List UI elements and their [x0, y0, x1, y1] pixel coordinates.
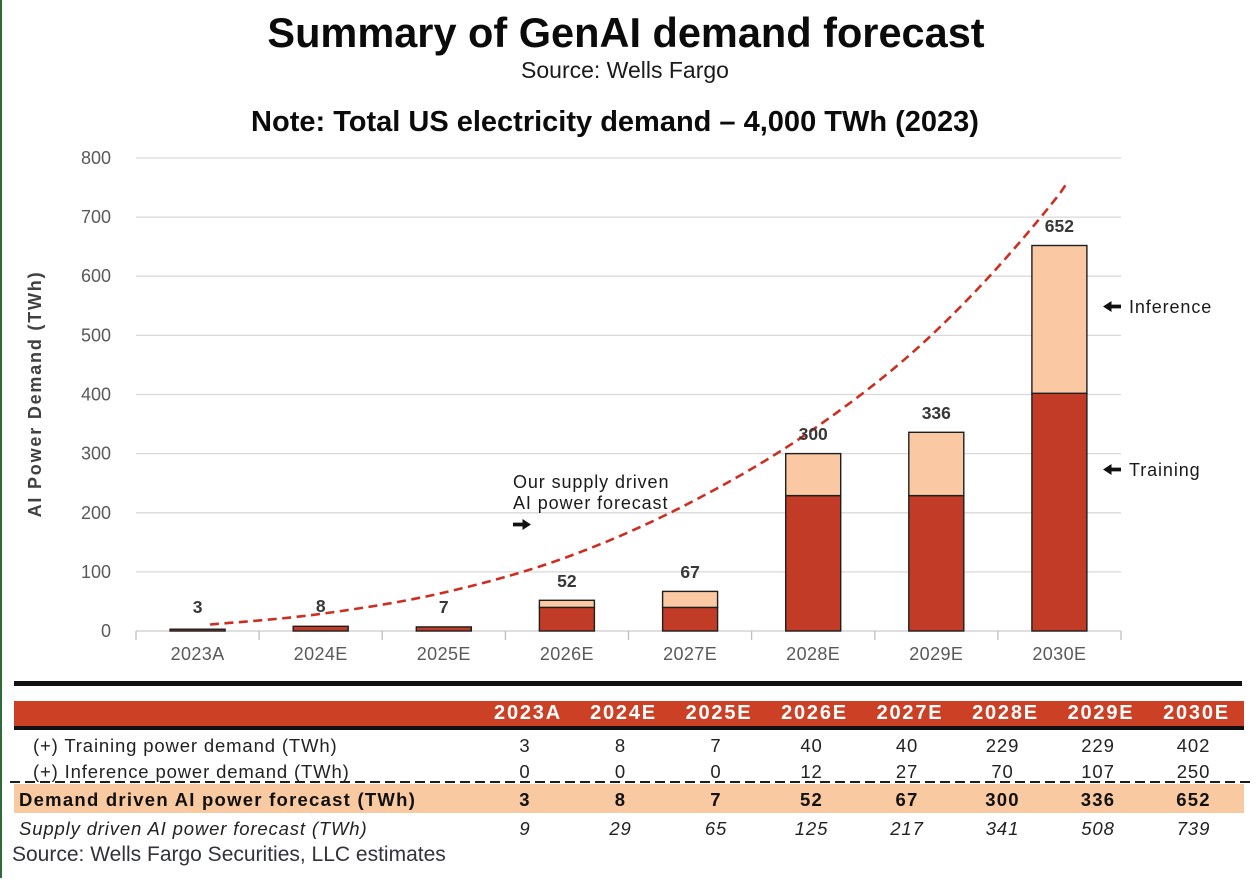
svg-text:52: 52	[557, 571, 577, 591]
svg-text:300: 300	[799, 424, 828, 444]
svg-text:200: 200	[81, 503, 111, 523]
svg-text:336: 336	[922, 403, 951, 423]
svg-text:Training: Training	[1129, 460, 1201, 480]
svg-text:2028E: 2028E	[786, 644, 840, 664]
svg-text:2027E: 2027E	[663, 644, 717, 664]
svg-text:600: 600	[81, 266, 111, 286]
svg-text:400: 400	[81, 385, 111, 405]
svg-text:2029E: 2029E	[909, 644, 963, 664]
svg-text:800: 800	[81, 148, 111, 168]
svg-text:2030E: 2030E	[1032, 644, 1086, 664]
svg-text:700: 700	[81, 207, 111, 227]
svg-text:Our supply driven: Our supply driven	[513, 472, 669, 492]
svg-text:0: 0	[101, 621, 111, 641]
svg-text:300: 300	[81, 444, 111, 464]
svg-text:3: 3	[193, 597, 203, 617]
svg-text:500: 500	[81, 325, 111, 345]
svg-text:2025E: 2025E	[417, 644, 471, 664]
svg-text:100: 100	[81, 562, 111, 582]
svg-text:67: 67	[680, 562, 699, 582]
svg-text:AI Power Demand (TWh): AI Power Demand (TWh)	[25, 271, 45, 518]
svg-text:7: 7	[439, 597, 449, 617]
svg-text:2023A: 2023A	[171, 644, 225, 664]
svg-text:Inference: Inference	[1129, 297, 1212, 317]
svg-text:652: 652	[1045, 216, 1074, 236]
svg-text:8: 8	[316, 596, 326, 616]
svg-text:2024E: 2024E	[294, 644, 348, 664]
svg-text:2026E: 2026E	[540, 644, 594, 664]
svg-text:AI power forecast: AI power forecast	[513, 493, 668, 513]
